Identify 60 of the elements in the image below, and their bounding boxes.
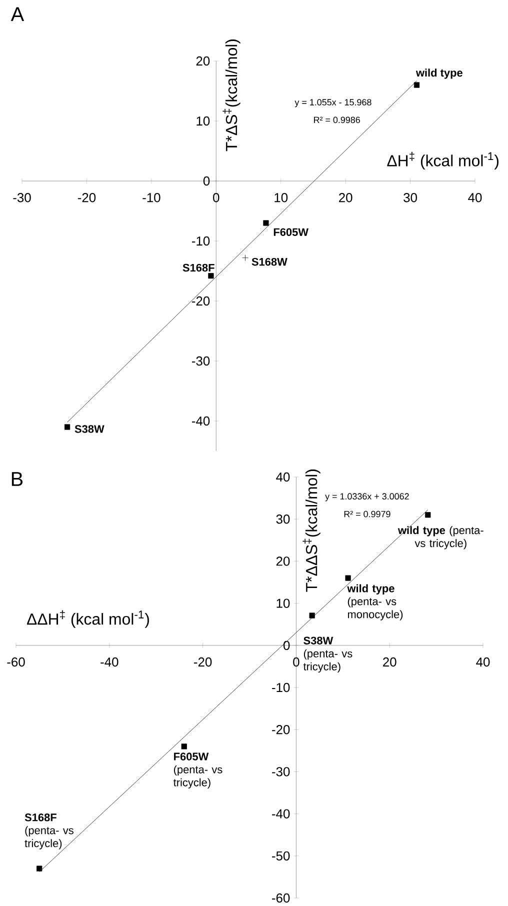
annotation: S168F <box>182 264 214 272</box>
x-tick-label: 30 <box>404 193 417 202</box>
annotation: y = 1.0336x + 3.0062 <box>325 493 409 502</box>
y-axis-title: T*ΔS$^{‡}$(kcal/mol) <box>222 40 240 152</box>
x-tick-label: 40 <box>476 657 490 667</box>
y-tick-label: -30 <box>272 767 290 776</box>
annotation: F605W (penta- vs tricycle) <box>173 752 222 788</box>
annotation: F605W <box>274 228 308 236</box>
y-tick-label: -50 <box>272 851 290 860</box>
y-tick-label: -10 <box>272 682 290 692</box>
point <box>64 424 70 430</box>
y-tick-label: 20 <box>196 56 210 66</box>
chart-title: A <box>10 7 24 21</box>
annotation: wild type (penta- vs monocycle) <box>347 584 403 620</box>
y-tick-label: -20 <box>272 725 290 734</box>
annotation: S38W (penta- vs tricycle) <box>303 636 352 673</box>
x-tick-label: -30 <box>13 193 31 202</box>
annotation: R² = 0.9979 <box>344 510 390 518</box>
x-axis-title: ΔΔH$^{‡}$ (kcal mol$^{-1}$) <box>26 610 149 628</box>
y-tick-label: -40 <box>272 809 290 818</box>
point <box>242 254 248 262</box>
x-tick-label: -10 <box>142 193 160 202</box>
x-tick-label: 0 <box>213 193 220 202</box>
chart-title: B <box>12 472 23 486</box>
y-tick-label: 30 <box>276 514 290 524</box>
x-tick-label: -60 <box>7 657 25 667</box>
y-tick-label: -20 <box>192 296 210 306</box>
y-tick-label: -60 <box>272 893 290 903</box>
y-axis-title: T*ΔΔS$^{‡}$(kcal/mol) <box>302 470 320 592</box>
x-tick-label: 20 <box>339 193 352 202</box>
x-tick-label: -40 <box>100 657 118 667</box>
y-tick-label: -10 <box>192 236 210 246</box>
y-tick-label: 10 <box>276 598 290 608</box>
y-tick-label: -30 <box>192 356 210 366</box>
x-tick-label: 0 <box>293 657 300 667</box>
x-tick-label: -20 <box>78 193 96 202</box>
y-tick-label: 40 <box>276 472 290 482</box>
point <box>425 512 431 518</box>
y-tick-label: 0 <box>283 640 290 650</box>
x-axis-title: ΔH$^{‡}$ (kcal mol$^{-1}$) <box>387 152 498 170</box>
annotation: R² = 0.9986 <box>314 116 360 124</box>
point <box>263 220 269 226</box>
point <box>36 866 42 872</box>
annotation: S168W <box>252 258 288 266</box>
x-tick-label: 40 <box>468 193 482 202</box>
annotation: wild type (penta- vs tricycle) <box>398 526 484 550</box>
y-tick-label: 10 <box>196 116 210 126</box>
annotation: S168F (penta- vs tricycle) <box>24 814 74 850</box>
y-tick-label: -40 <box>192 416 210 426</box>
annotation: y = 1.055x - 15.968 <box>294 99 372 108</box>
x-tick-label: 20 <box>383 657 396 667</box>
point <box>181 744 187 750</box>
point <box>208 273 214 279</box>
point <box>309 612 315 618</box>
point <box>345 575 351 581</box>
annotation: wild type <box>416 68 462 79</box>
y-tick-label: 0 <box>203 176 210 186</box>
annotation: S38W <box>74 425 104 433</box>
point <box>414 82 420 88</box>
y-tick-label: 20 <box>276 556 290 566</box>
